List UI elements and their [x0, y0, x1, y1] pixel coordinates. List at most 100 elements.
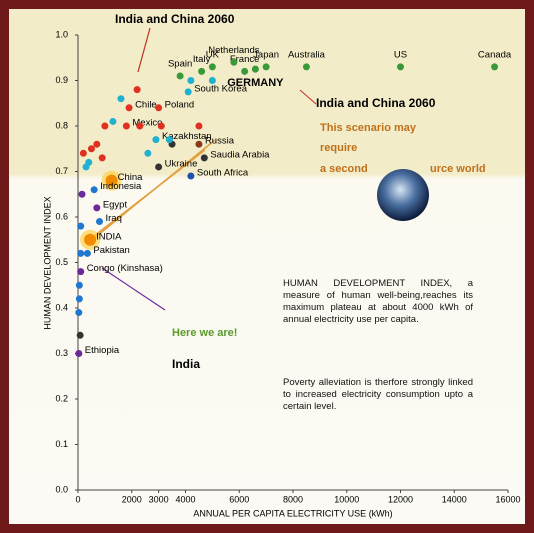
- point-label: Japan: [253, 49, 279, 60]
- point: [200, 154, 208, 162]
- point-label: Chile: [135, 99, 157, 110]
- point: [84, 233, 97, 246]
- point-label: Russia: [205, 136, 235, 147]
- point-label: Pakistan: [93, 245, 129, 256]
- point: [155, 163, 163, 171]
- point: [77, 222, 85, 230]
- point-label: Saudia Arabia: [210, 149, 270, 160]
- point-label: South Korea: [194, 83, 248, 94]
- point: [176, 72, 184, 80]
- arrow: [101, 267, 166, 311]
- point: [77, 249, 85, 257]
- point-label: UK: [206, 49, 220, 60]
- point: [93, 204, 101, 212]
- point-label: US: [394, 49, 407, 60]
- point: [75, 281, 83, 289]
- y-tick-label: 0.6: [55, 211, 68, 221]
- point: [136, 122, 144, 130]
- x-tick-label: 16000: [495, 494, 520, 504]
- point: [187, 77, 195, 84]
- point-label: Australia: [288, 49, 326, 60]
- point-label: Kazakhstan: [162, 131, 212, 142]
- y-tick-label: 0.2: [55, 393, 68, 403]
- annotation: urce world: [430, 163, 486, 175]
- point: [152, 136, 160, 144]
- annotation: Here we are!: [172, 327, 237, 339]
- point: [208, 77, 216, 84]
- point: [241, 67, 249, 75]
- point: [117, 95, 125, 103]
- y-tick-label: 0.1: [55, 439, 68, 449]
- y-tick-label: 0.9: [55, 75, 68, 85]
- point: [195, 140, 203, 148]
- note: Poverty alleviation is therfore strongly…: [283, 377, 473, 412]
- point: [122, 122, 130, 130]
- point: [76, 331, 84, 339]
- point-label: Iraq: [106, 213, 122, 224]
- point-label: South Africa: [197, 168, 249, 179]
- annotation: a second: [320, 163, 368, 175]
- point-label: Canada: [478, 49, 512, 60]
- x-tick-label: 12000: [388, 494, 413, 504]
- y-tick-label: 0.5: [55, 257, 68, 267]
- point-label: Poland: [165, 99, 195, 110]
- point-label: Indonesia: [100, 181, 142, 192]
- point: [184, 88, 192, 96]
- point: [98, 154, 106, 162]
- point: [87, 145, 95, 153]
- point: [144, 149, 152, 157]
- point: [157, 122, 165, 130]
- point: [208, 63, 216, 71]
- x-tick-label: 2000: [122, 494, 142, 504]
- point-label: Egypt: [103, 199, 128, 210]
- point-label: Congo (Kinshasa): [87, 263, 163, 274]
- point: [83, 249, 91, 257]
- point: [105, 174, 118, 187]
- arrow: [137, 27, 151, 73]
- point: [101, 122, 109, 130]
- y-axis-label: HUMAN DEVELOPMENT INDEX: [42, 196, 52, 329]
- y-tick-label: 0.7: [55, 166, 68, 176]
- point-label: Spain: [168, 58, 192, 69]
- x-tick-label: 6000: [229, 494, 249, 504]
- point: [75, 309, 83, 317]
- point-label: GERMANY: [227, 77, 284, 89]
- point: [165, 136, 173, 144]
- point: [75, 350, 83, 357]
- point: [78, 190, 86, 198]
- point: [251, 65, 259, 73]
- point: [75, 295, 83, 303]
- note: HUMAN DEVELOPMENT INDEX, a measure of hu…: [283, 278, 473, 325]
- point: [302, 63, 310, 71]
- point: [90, 186, 98, 194]
- point-label: China: [118, 172, 144, 183]
- point-label: Mexico: [132, 118, 162, 129]
- point: [77, 268, 85, 276]
- point: [198, 67, 206, 75]
- point-label: Ukraine: [165, 158, 198, 169]
- point: [133, 86, 141, 94]
- point: [397, 63, 404, 71]
- chart-title: India and China 2060: [115, 12, 235, 26]
- point-label: Ethiopia: [85, 345, 120, 356]
- x-tick-label: 4000: [175, 494, 195, 504]
- point-label: France: [230, 54, 260, 65]
- point: [195, 122, 203, 130]
- annotation: This scenario may: [320, 122, 417, 134]
- point: [85, 158, 93, 166]
- point: [187, 172, 195, 180]
- point-label: Netherlands: [208, 45, 259, 56]
- point: [96, 218, 103, 226]
- point: [79, 149, 87, 157]
- point: [109, 117, 117, 125]
- annotation: India: [172, 357, 200, 371]
- x-tick-label: 3000: [149, 494, 169, 504]
- point: [230, 58, 238, 66]
- globe: [377, 169, 429, 221]
- y-tick-label: 0.0: [55, 484, 68, 494]
- x-axis-label: ANNUAL PER CAPITA ELECTRICITY USE (kWh): [193, 508, 392, 518]
- background: [9, 9, 525, 524]
- point-label: INDIA: [96, 231, 122, 242]
